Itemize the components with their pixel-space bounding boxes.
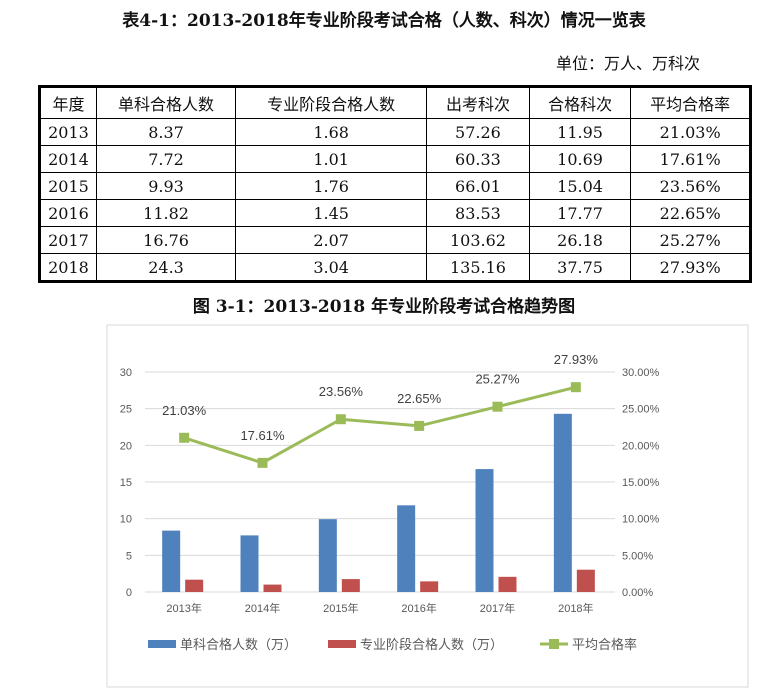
data-table: 年度 单科合格人数 专业阶段合格人数 出考科次 合格科次 平均合格率 2013 8.37 1.6… <box>38 85 752 283</box>
x-tick-label: 2018年 <box>558 601 593 615</box>
column-header: 平均合格率 <box>630 86 751 119</box>
x-tick-label: 2016年 <box>401 601 436 615</box>
y-tick-label: 30 <box>120 367 132 379</box>
table-title: 表4-1：2013-2018年专业阶段考试合格（人数、科次）情况一览表 <box>122 11 646 31</box>
legend-marker-icon <box>549 639 559 649</box>
y2-tick-label: 25.00% <box>622 404 660 416</box>
bar-single-subject <box>397 505 416 592</box>
y2-tick-label: 15.00% <box>622 477 660 489</box>
column-header: 出考科次 <box>426 86 530 119</box>
unit-label: 单位：万人、万科次 <box>555 54 700 73</box>
bar-single-subject <box>553 413 572 592</box>
table-cell: 26.18 <box>528 226 632 254</box>
data-label: 27.93% <box>554 352 599 367</box>
table-cell: 27.93% <box>630 253 751 282</box>
chart-frame <box>106 324 749 688</box>
y2-tick-label: 5.00% <box>622 550 653 562</box>
table-cell: 3.04 <box>235 253 428 282</box>
table-cell: 2016 <box>39 199 97 227</box>
line-pass-rate <box>183 385 577 465</box>
table-cell: 83.53 <box>426 199 530 227</box>
bar-professional-stage <box>420 581 439 592</box>
column-header: 单科合格人数 <box>95 86 237 119</box>
table-cell: 1.01 <box>235 145 428 173</box>
bar-single-subject <box>475 469 494 592</box>
bar-professional-stage <box>263 584 282 592</box>
table-cell: 21.03% <box>630 118 751 146</box>
y2-tick-label: 20.00% <box>622 440 660 452</box>
table-cell: 10.69 <box>528 145 632 173</box>
y-tick-label: 10 <box>120 514 132 526</box>
legend-label: 平均合格率 <box>572 637 637 653</box>
bar-single-subject <box>162 530 181 592</box>
table-row: 2018 24.3 3.04 135.16 37.75 27.93% <box>39 253 751 282</box>
table-cell: 15.04 <box>528 172 632 200</box>
bar-professional-stage <box>498 576 517 592</box>
legend-label: 专业阶段合格人数（万） <box>360 637 503 653</box>
bar-single-subject <box>318 519 337 592</box>
table-cell: 103.62 <box>426 226 530 254</box>
bar-professional-stage <box>576 569 595 592</box>
table-cell: 135.16 <box>426 253 530 282</box>
table-cell: 37.75 <box>528 253 632 282</box>
data-label: 22.65% <box>397 391 442 406</box>
y-tick-label: 0 <box>126 587 132 599</box>
line-marker <box>492 401 503 412</box>
table-cell: 2018 <box>39 253 97 282</box>
y2-tick-label: 0.00% <box>622 587 653 599</box>
bar-single-subject <box>240 535 259 592</box>
table-cell: 17.77 <box>528 199 632 227</box>
table-row: 2013 8.37 1.68 57.26 11.95 21.03% <box>39 118 751 146</box>
table-cell: 24.3 <box>95 253 237 282</box>
x-tick-label: 2014年 <box>245 601 280 615</box>
table-cell: 11.82 <box>95 199 237 227</box>
data-label: 17.61% <box>240 428 285 443</box>
line-marker <box>257 457 268 468</box>
data-label: 23.56% <box>319 384 364 399</box>
table-cell: 2014 <box>39 145 97 173</box>
line-marker <box>179 432 190 443</box>
legend-swatch-icon <box>148 640 176 648</box>
x-tick-label: 2013年 <box>166 601 201 615</box>
chart-title: 图 3-1：2013-2018 年专业阶段考试合格趋势图 <box>192 297 576 317</box>
table-cell: 22.65% <box>630 199 751 227</box>
table-cell: 17.61% <box>630 145 751 173</box>
y-tick-label: 5 <box>126 550 132 562</box>
table-cell: 1.76 <box>235 172 428 200</box>
x-tick-label: 2015年 <box>323 601 358 615</box>
y-tick-label: 15 <box>120 477 132 489</box>
line-marker <box>570 382 581 393</box>
bar-professional-stage <box>185 579 204 592</box>
line-marker <box>414 420 425 431</box>
data-label: 21.03% <box>162 403 207 418</box>
bar-professional-stage <box>341 579 360 592</box>
line-marker <box>335 414 346 425</box>
table-cell: 11.95 <box>528 118 632 146</box>
table-cell: 2013 <box>39 118 97 146</box>
data-label: 25.27% <box>475 372 520 387</box>
legend-label: 单科合格人数（万） <box>180 637 297 653</box>
legend-swatch-icon <box>328 640 356 648</box>
y-tick-label: 20 <box>120 440 132 452</box>
x-tick-label: 2017年 <box>480 601 515 615</box>
y2-tick-label: 30.00% <box>622 367 660 379</box>
y2-tick-label: 10.00% <box>622 514 660 526</box>
y-tick-label: 25 <box>120 404 132 416</box>
column-header: 合格科次 <box>528 86 632 119</box>
